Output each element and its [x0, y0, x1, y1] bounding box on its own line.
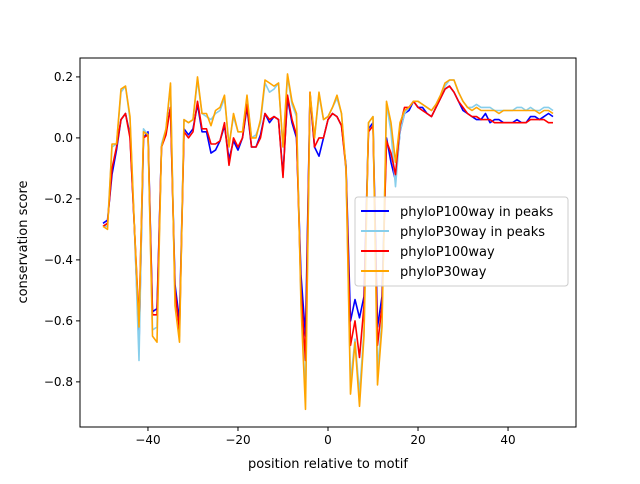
y-tick-label: 0.0 — [54, 131, 73, 145]
x-tick-label: 0 — [324, 433, 332, 447]
y-tick-label: −0.6 — [44, 314, 73, 328]
series-lines — [102, 73, 554, 411]
x-tick-label: 20 — [410, 433, 425, 447]
x-axis-label: position relative to motif — [248, 457, 408, 472]
legend-label-1: phyloP30way in peaks — [400, 225, 545, 240]
x-tick-label: 40 — [500, 433, 515, 447]
legend-label-2: phyloP100way — [400, 245, 495, 260]
y-tick-label: −0.8 — [44, 375, 73, 389]
x-axis-ticks: −40 −20 0 20 40 — [135, 427, 516, 447]
series-line-2 — [102, 85, 553, 362]
x-tick-label: −20 — [225, 433, 250, 447]
y-tick-label: −0.4 — [44, 253, 73, 267]
legend-label-3: phyloP30way — [400, 265, 487, 280]
legend-box — [354, 196, 569, 287]
y-axis-label: conservation score — [16, 180, 31, 303]
legend: phyloP100way in peaks phyloP30way in peak… — [354, 196, 569, 287]
x-tick-label: −40 — [135, 433, 160, 447]
y-tick-label: −0.2 — [44, 192, 73, 206]
y-tick-label: 0.2 — [54, 70, 73, 84]
series-line-3 — [102, 73, 554, 411]
legend-label-0: phyloP100way in peaks — [400, 205, 554, 220]
y-axis-ticks: 0.2 0.0 −0.2 −0.4 −0.6 −0.8 — [44, 70, 80, 389]
